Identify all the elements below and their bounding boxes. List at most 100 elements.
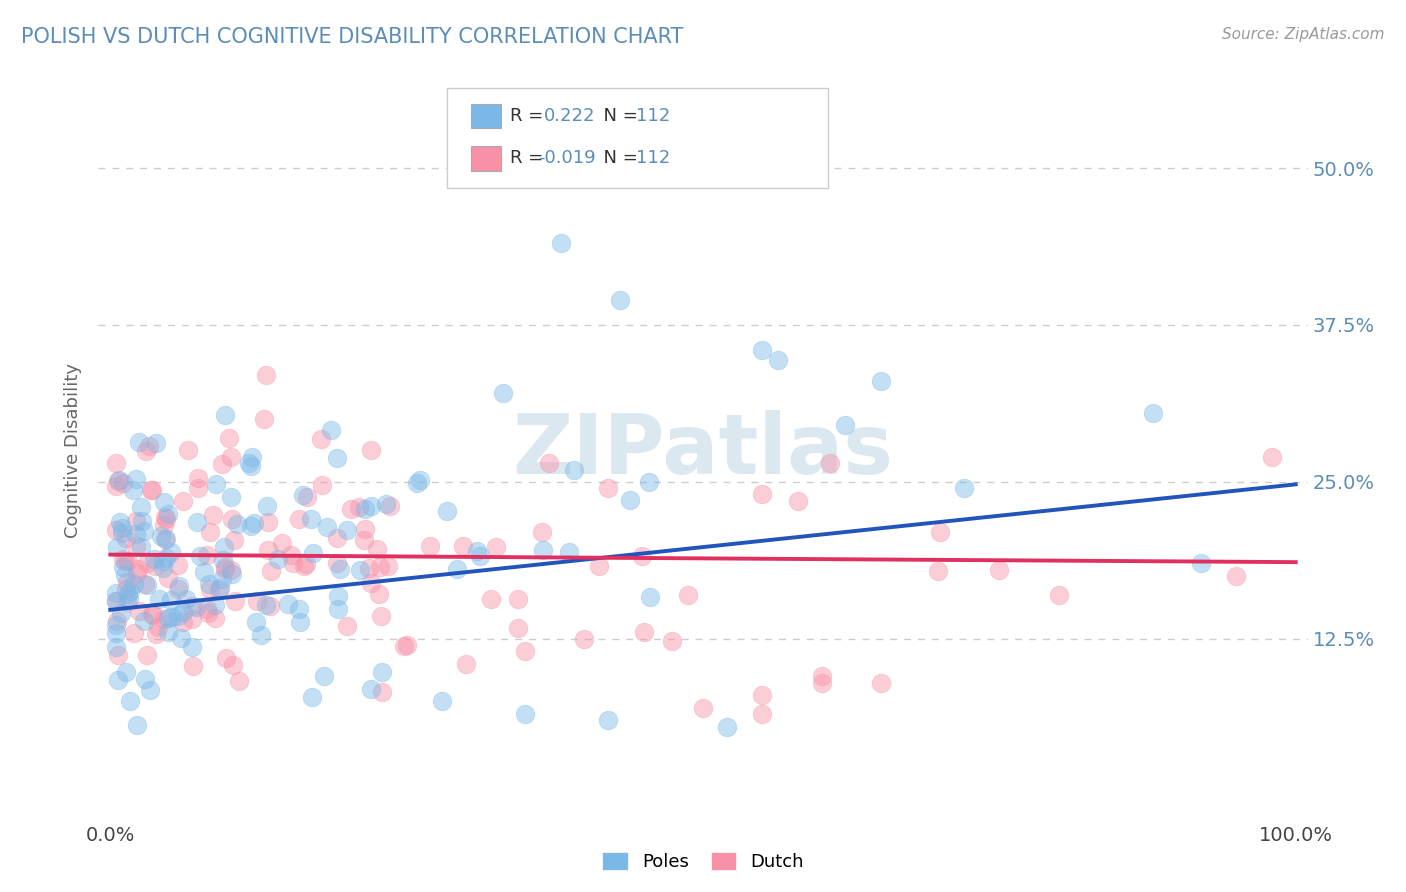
- Point: [598, 481, 620, 495]
- Point: [366, 541, 388, 556]
- Point: [107, 648, 129, 662]
- Point: [929, 524, 952, 539]
- Point: [136, 556, 159, 570]
- Point: [368, 559, 391, 574]
- Point: [195, 549, 218, 563]
- Point: [537, 456, 560, 470]
- Point: [470, 549, 492, 563]
- Point: [266, 552, 288, 566]
- Point: [180, 612, 202, 626]
- Point: [253, 412, 276, 426]
- Point: [214, 560, 236, 574]
- Point: [353, 522, 375, 536]
- Point: [218, 431, 240, 445]
- Point: [287, 511, 309, 525]
- Point: [347, 500, 370, 514]
- Point: [211, 458, 233, 472]
- Point: [221, 567, 243, 582]
- Point: [214, 540, 236, 554]
- Point: [105, 617, 128, 632]
- Point: [409, 473, 432, 487]
- Y-axis label: Cognitive Disability: Cognitive Disability: [65, 363, 83, 538]
- Point: [127, 566, 149, 581]
- Point: [127, 562, 149, 576]
- Point: [219, 564, 242, 578]
- Point: [340, 502, 363, 516]
- Point: [360, 575, 382, 590]
- Point: [160, 544, 183, 558]
- Point: [110, 606, 132, 620]
- Point: [256, 500, 278, 514]
- Point: [186, 599, 208, 614]
- Point: [927, 564, 949, 578]
- Point: [204, 477, 226, 491]
- Point: [122, 576, 145, 591]
- Point: [562, 463, 585, 477]
- Point: [105, 456, 128, 470]
- Point: [172, 493, 194, 508]
- Point: [152, 554, 174, 568]
- Point: [228, 673, 250, 688]
- Point: [111, 476, 134, 491]
- Point: [869, 375, 891, 389]
- Text: ZIPatlas: ZIPatlas: [513, 410, 893, 491]
- Point: [169, 631, 191, 645]
- Point: [637, 475, 659, 489]
- Point: [302, 546, 325, 560]
- Point: [676, 588, 699, 602]
- Point: [131, 541, 153, 555]
- Point: [818, 456, 841, 470]
- Point: [360, 500, 382, 514]
- Point: [254, 368, 277, 382]
- Point: [360, 681, 382, 696]
- Text: 112: 112: [637, 107, 671, 125]
- Point: [143, 558, 166, 573]
- Point: [114, 554, 136, 568]
- Point: [208, 582, 231, 597]
- Point: [174, 592, 197, 607]
- Point: [311, 477, 333, 491]
- Point: [105, 524, 128, 538]
- Point: [370, 685, 392, 699]
- Point: [114, 567, 136, 582]
- Point: [132, 524, 155, 538]
- Point: [186, 515, 208, 529]
- Point: [105, 594, 128, 608]
- Point: [588, 558, 610, 573]
- Point: [118, 694, 141, 708]
- Point: [479, 592, 502, 607]
- Point: [419, 540, 441, 554]
- Point: [211, 572, 233, 586]
- Point: [465, 544, 488, 558]
- Point: [111, 560, 134, 574]
- Point: [329, 562, 352, 576]
- Point: [214, 408, 236, 422]
- Point: [212, 553, 235, 567]
- Point: [357, 561, 380, 575]
- Point: [716, 719, 738, 733]
- Point: [309, 432, 332, 446]
- Point: [120, 584, 142, 599]
- Point: [353, 533, 375, 547]
- Point: [810, 669, 832, 683]
- Point: [122, 625, 145, 640]
- Point: [219, 490, 242, 504]
- Point: [515, 644, 537, 658]
- Point: [221, 512, 243, 526]
- Point: [136, 648, 159, 662]
- Point: [139, 483, 162, 497]
- Point: [349, 563, 371, 577]
- Point: [108, 474, 131, 488]
- Point: [156, 624, 179, 639]
- Point: [432, 694, 454, 708]
- Point: [810, 675, 832, 690]
- Point: [1189, 557, 1212, 571]
- FancyBboxPatch shape: [471, 146, 501, 170]
- Point: [952, 481, 974, 495]
- Point: [107, 673, 129, 688]
- Point: [128, 434, 150, 449]
- Point: [153, 532, 176, 546]
- Point: [751, 487, 773, 501]
- Point: [336, 523, 359, 537]
- Point: [221, 450, 243, 464]
